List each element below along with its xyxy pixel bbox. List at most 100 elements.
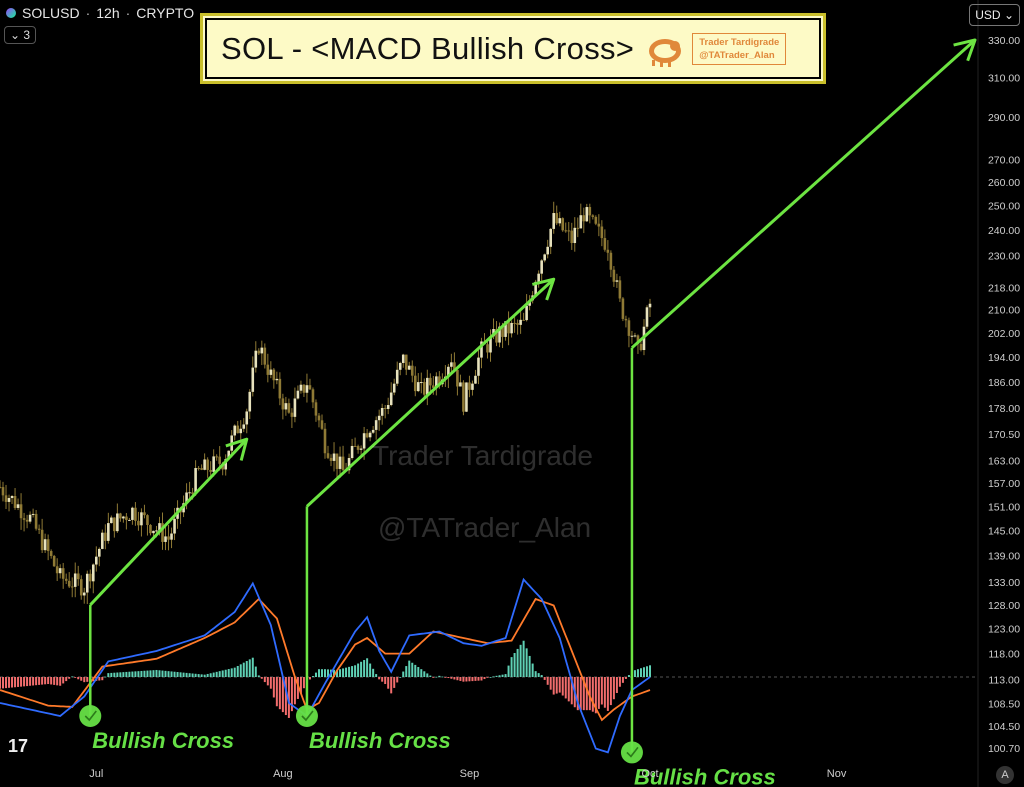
- histogram-bar: [486, 677, 489, 678]
- histogram-bar: [357, 663, 360, 677]
- histogram-bar: [158, 670, 161, 677]
- candle-body: [341, 456, 345, 471]
- histogram-bar: [552, 677, 555, 695]
- candle-body: [278, 378, 282, 399]
- trend-arrow-head: [953, 38, 977, 62]
- histogram-bar: [119, 672, 122, 677]
- candle-body: [429, 377, 432, 386]
- histogram-bar: [320, 669, 323, 677]
- candle-body: [203, 459, 206, 470]
- trend-arrow-line: [630, 38, 977, 349]
- price-tick-label: 113.00: [988, 674, 1019, 686]
- histogram-bar: [399, 677, 402, 678]
- candle-body: [61, 568, 65, 579]
- candle-body: [395, 369, 399, 384]
- histogram-bar: [576, 677, 579, 711]
- histogram-bar: [263, 677, 266, 683]
- histogram-bar: [113, 672, 116, 677]
- candle-body: [146, 515, 149, 525]
- histogram-bar: [492, 676, 495, 678]
- candle-body: [34, 513, 38, 529]
- histogram-bar: [59, 677, 62, 686]
- solana-icon: [6, 8, 16, 18]
- candle-body: [471, 383, 474, 390]
- price-tick-label: 210.00: [988, 305, 1020, 317]
- histogram-bar: [384, 677, 387, 685]
- histogram-bar: [405, 666, 408, 677]
- histogram-bar: [597, 677, 600, 709]
- price-tick-label: 186.00: [988, 377, 1020, 389]
- candle-body: [155, 530, 158, 532]
- header-separator: ·: [85, 5, 91, 21]
- candle-body: [606, 249, 610, 253]
- candle-body: [104, 532, 107, 541]
- histogram-bar: [260, 677, 263, 679]
- cross-check: [626, 746, 639, 758]
- histogram-bar: [564, 677, 567, 699]
- price-tick-label: 194.00: [988, 352, 1020, 364]
- histogram-bar: [645, 666, 648, 677]
- histogram-bar: [471, 677, 474, 682]
- candle-body: [110, 517, 113, 524]
- histogram-bar: [311, 676, 314, 677]
- candle-body: [52, 555, 56, 567]
- candle-body: [633, 335, 637, 337]
- candle-body: [269, 369, 273, 375]
- histogram-bar: [170, 671, 173, 677]
- histogram-bar: [83, 677, 86, 683]
- histogram-bar: [342, 668, 345, 677]
- candle-body: [73, 573, 77, 587]
- histogram-bar: [627, 675, 630, 677]
- histogram-bar: [23, 677, 26, 687]
- candle-body: [534, 281, 537, 296]
- histogram-bar: [194, 673, 197, 677]
- candle-body: [371, 429, 375, 433]
- histogram-bar: [615, 677, 618, 693]
- histogram-bar: [504, 674, 507, 677]
- histogram-bar: [152, 670, 155, 677]
- candle-body: [356, 446, 360, 450]
- candle-body: [25, 519, 29, 522]
- currency-selector[interactable]: USD ⌄: [969, 4, 1020, 26]
- cross-marker: [620, 741, 643, 764]
- candle-body: [413, 375, 417, 392]
- candle-body: [462, 382, 465, 412]
- candle-body: [552, 213, 556, 229]
- price-tick-label: 163.00: [988, 456, 1020, 468]
- histogram-bar: [53, 677, 56, 685]
- candle-body: [245, 411, 249, 425]
- candle-body: [522, 319, 525, 321]
- price-tick-label: 290.00: [988, 112, 1020, 124]
- auto-scale-button[interactable]: A: [996, 766, 1014, 784]
- histogram-bar: [456, 677, 459, 681]
- histogram-bar: [426, 673, 429, 677]
- histogram-bar: [432, 677, 435, 678]
- candle-body: [636, 335, 640, 345]
- candle-body: [609, 252, 613, 270]
- histogram-bar: [68, 677, 71, 679]
- histogram-bar: [308, 677, 311, 680]
- histogram-bar: [161, 670, 164, 677]
- histogram-bar: [588, 677, 591, 711]
- candle-body: [79, 579, 83, 596]
- histogram-bar: [414, 664, 417, 677]
- candle-body: [630, 335, 634, 337]
- bullish-cross-label: Bullish Cross: [92, 728, 234, 753]
- tardigrade-logo-icon: [649, 38, 682, 67]
- candle-body: [597, 223, 601, 227]
- candle-body: [170, 533, 173, 540]
- indicator-count-toggle[interactable]: ⌄ 3: [4, 26, 37, 44]
- price-tick-label: 260.00: [988, 177, 1020, 189]
- exchange-label: CRYPTO: [136, 5, 195, 21]
- time-tick-label: Oct: [641, 768, 658, 780]
- candle-body: [239, 428, 243, 434]
- price-tick-label: 151.00: [988, 501, 1020, 513]
- candle-body: [398, 362, 402, 370]
- symbol-header[interactable]: SOLUSD · 12h · CRYPTO: [6, 5, 194, 21]
- histogram-bar: [209, 673, 212, 677]
- candle-body: [64, 578, 68, 581]
- candle-body: [525, 305, 528, 321]
- histogram-bar: [363, 660, 366, 677]
- candle-body: [311, 389, 315, 403]
